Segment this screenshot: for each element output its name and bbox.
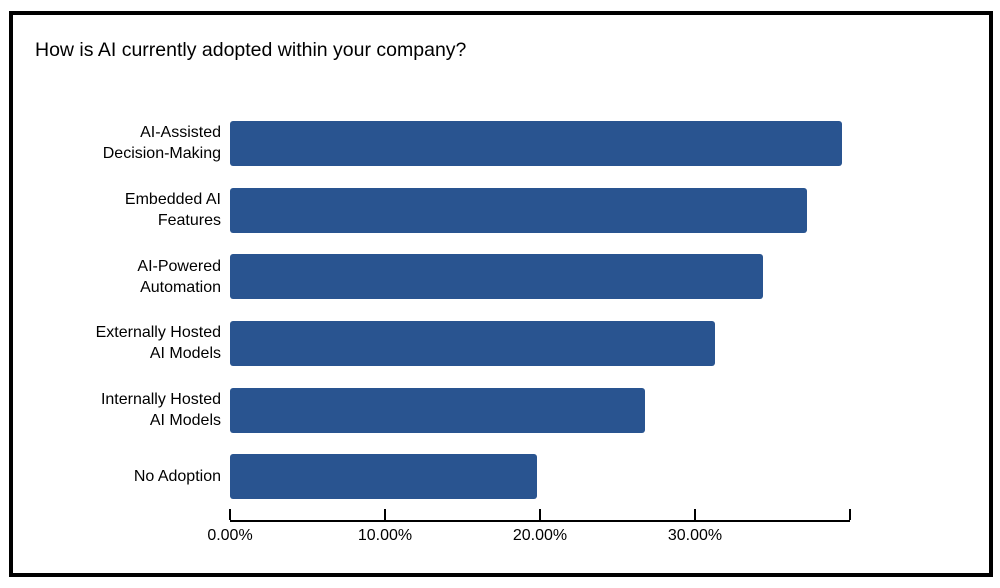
bar-row bbox=[230, 110, 850, 177]
bar-externally-hosted-ai-models bbox=[230, 320, 716, 366]
category-label-line: No Adoption bbox=[133, 468, 221, 486]
bar-no-adoption bbox=[230, 454, 537, 500]
bar-ai-assisted-decision-making bbox=[230, 120, 843, 166]
bar-embedded-ai-features bbox=[230, 187, 807, 233]
bar-row bbox=[230, 177, 850, 244]
category-label-line: Embedded AI bbox=[124, 191, 221, 208]
category-label: No Adoption bbox=[27, 443, 221, 510]
category-labels-column: AI-Assisted Decision-Making Embedded AI Fea… bbox=[27, 110, 221, 510]
category-label: Externally Hosted AI Models bbox=[27, 310, 221, 377]
category-label-line: AI Models bbox=[149, 412, 221, 430]
x-axis-tick-label: 30.00% bbox=[667, 527, 723, 544]
category-label-line: Internally Hosted bbox=[100, 391, 221, 409]
bar-row bbox=[230, 377, 850, 444]
category-label-line: AI-Assisted bbox=[140, 124, 221, 142]
category-label-line: Decision-Making bbox=[102, 145, 221, 163]
chart-title: How is AI currently adopted within your … bbox=[35, 39, 467, 61]
category-label-line: Externally Hosted bbox=[95, 324, 221, 342]
x-axis bbox=[229, 509, 851, 522]
category-label: Internally Hosted AI Models bbox=[27, 377, 221, 444]
category-label-line: AI Models bbox=[149, 345, 221, 363]
x-axis-tick-mark bbox=[694, 509, 696, 520]
bar-internally-hosted-ai-models bbox=[230, 387, 646, 433]
bar-row bbox=[230, 310, 850, 377]
category-label: Embedded AI Features bbox=[27, 177, 221, 244]
x-axis-tick-label: 0.00% bbox=[207, 527, 253, 544]
x-axis-tick-mark bbox=[539, 509, 541, 520]
x-axis-tick-labels: 0.00% 10.00% 20.00% 30.00% bbox=[207, 527, 850, 549]
x-axis-tick-mark bbox=[384, 509, 386, 520]
category-label-line: Features bbox=[157, 212, 221, 229]
x-axis-tick-label: 20.00% bbox=[512, 527, 568, 544]
chart-border-frame: How is AI currently adopted within your … bbox=[9, 11, 993, 577]
x-axis-tick-mark bbox=[849, 509, 851, 520]
category-label: AI-Powered Automation bbox=[27, 243, 221, 310]
category-label-line: Automation bbox=[140, 278, 221, 296]
bar-row bbox=[230, 243, 850, 310]
plot-area bbox=[230, 110, 850, 510]
bar-ai-powered-automation bbox=[230, 254, 764, 300]
x-axis-tick-label: 10.00% bbox=[357, 527, 413, 544]
x-axis-tick-mark bbox=[229, 509, 231, 520]
category-label: AI-Assisted Decision-Making bbox=[27, 110, 221, 177]
bar-row bbox=[230, 443, 850, 510]
category-label-line: AI-Powered bbox=[137, 257, 221, 275]
